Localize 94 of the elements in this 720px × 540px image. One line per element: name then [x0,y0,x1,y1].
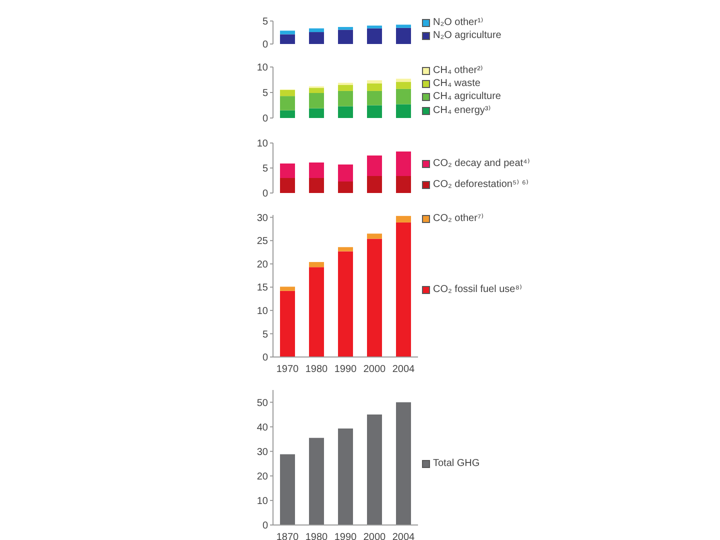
legend-label: CO₂ other⁷⁾ [433,213,484,226]
bar [309,438,324,525]
y-tick-label: 0 [262,520,268,532]
bar [280,90,295,96]
x-tick-label: 1980 [305,532,328,540]
y-tick-label: 5 [262,88,268,100]
x-tick-label: 2004 [392,364,416,376]
bar [309,88,324,94]
bar [367,26,382,28]
bar [280,34,295,44]
legend-label: CO₂ decay and peat⁴⁾ [433,158,530,170]
bar [396,216,411,222]
bar [396,88,411,104]
bar [338,428,353,525]
y-tick-label: 30 [256,212,268,224]
bar [338,26,353,30]
bar [396,176,411,193]
bar [367,90,382,106]
bar [280,178,295,193]
legend-label: Total GHG [433,458,480,470]
legend-label: CH₄ agriculture [433,90,501,103]
bar [309,93,324,108]
bar [367,238,382,357]
bar [396,82,411,89]
y-tick-label: 15 [256,282,268,294]
y-tick-label: 50 [256,398,268,409]
bar [280,96,295,110]
bar [367,176,382,193]
legend-label: CH₄ other²⁾ [433,64,483,77]
x-tick-label: 2004 [392,532,416,540]
x-tick-label: 1870 [276,532,300,540]
bar [338,251,353,357]
bar [367,105,382,118]
bar [280,30,295,34]
bar [367,28,382,44]
bar [338,90,353,106]
bar [309,108,324,118]
legend-label: CH₄ waste [433,78,480,90]
bar [280,290,295,357]
bar [338,30,353,44]
bar [396,78,411,82]
y-tick-label: 5 [262,16,268,28]
bar [338,84,353,91]
bar [309,267,324,357]
y-tick-label: 5 [262,164,268,175]
bar [367,156,382,176]
bar [280,454,295,525]
y-tick-label: 10 [256,496,268,508]
bar [367,234,382,239]
y-tick-label: 30 [256,446,268,458]
bar [338,164,353,182]
bar [367,414,382,525]
bar [396,152,411,176]
legend-label: CO₂ fossil fuel use⁸⁾ [433,284,522,296]
bar [367,80,382,84]
bar [309,262,324,268]
bar [396,402,411,525]
bar [338,247,353,252]
legend-label: N₂O other¹⁾ [433,16,484,29]
y-tick-label: 0 [262,40,268,51]
y-tick-label: 25 [256,236,268,248]
x-tick-label: 1980 [305,364,328,376]
bar [309,162,324,178]
y-tick-label: 10 [256,306,268,317]
bar [280,164,295,178]
legend-label: N₂O agriculture [433,30,502,42]
bar [396,104,411,118]
x-tick-label: 1970 [276,364,300,376]
y-tick-label: 0 [262,114,268,125]
x-tick-label: 2000 [363,364,386,376]
y-tick-label: 10 [256,138,268,150]
bar [309,178,324,193]
x-tick-label: 1990 [334,532,358,540]
bar [396,24,411,28]
y-tick-label: 10 [256,62,268,74]
bar [396,28,411,44]
x-tick-label: 1990 [334,364,358,376]
bar [280,286,295,291]
y-tick-label: 40 [256,422,268,434]
bar [338,182,353,193]
y-tick-label: 20 [256,259,268,270]
bar [280,110,295,118]
bar [309,28,324,32]
y-tick-label: 0 [262,188,268,200]
y-tick-label: 0 [262,352,268,364]
legend-label: CH₄ energy³⁾ [433,105,491,118]
y-tick-label: 20 [256,471,268,482]
bar [396,222,411,357]
x-tick-label: 2000 [363,532,386,540]
legend-label: CO₂ deforestation⁵⁾ ⁶⁾ [433,178,528,190]
bar [338,106,353,118]
y-tick-label: 5 [262,329,268,340]
bar [367,83,382,91]
bar [309,32,324,44]
